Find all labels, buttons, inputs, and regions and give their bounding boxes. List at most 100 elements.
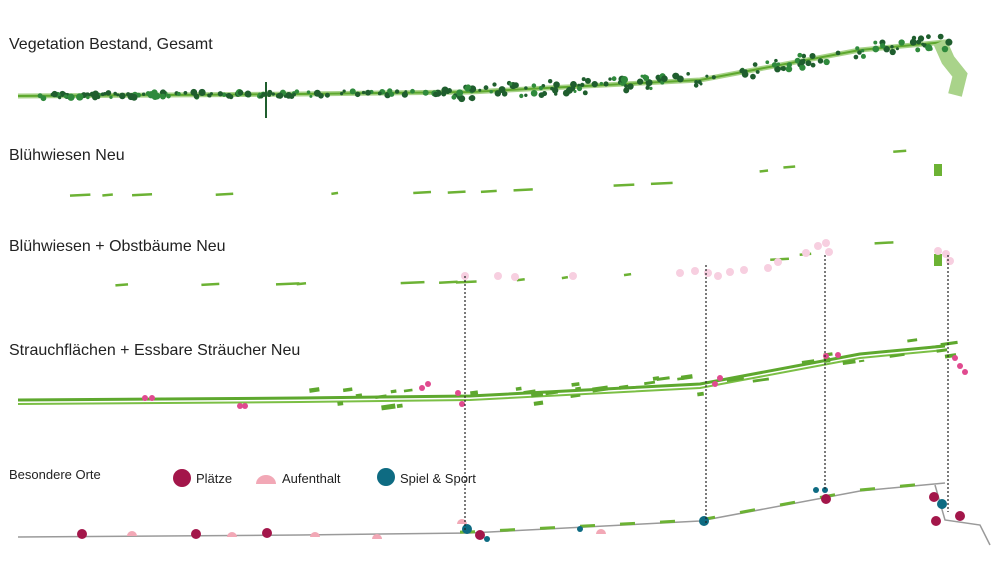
tree — [377, 91, 382, 96]
fruit-tree — [946, 257, 954, 265]
tree — [883, 45, 890, 53]
shrub-patch — [619, 384, 629, 390]
tree — [531, 83, 537, 88]
tree — [898, 39, 905, 46]
play-area — [462, 524, 472, 534]
tree — [40, 95, 47, 102]
play-area — [822, 487, 828, 493]
legend-label: Aufenthalt — [282, 471, 341, 486]
tree — [765, 60, 770, 65]
tree — [581, 77, 586, 82]
tree — [141, 92, 146, 96]
tree — [401, 91, 408, 98]
tree — [823, 58, 830, 66]
section-title: Blühwiesen + Obstbäume Neu — [9, 238, 226, 255]
tree — [159, 93, 166, 100]
tree — [145, 91, 151, 96]
tree — [198, 88, 206, 97]
path-line — [17, 482, 946, 538]
tree — [582, 90, 588, 96]
tree — [51, 90, 58, 98]
shrub-patch — [470, 390, 479, 397]
tree — [176, 91, 181, 96]
tree — [686, 72, 690, 76]
meadow — [102, 193, 113, 197]
tree — [805, 60, 812, 67]
meadow — [934, 164, 942, 176]
meadow — [613, 183, 635, 187]
meadow — [893, 149, 907, 154]
shrub-patch — [592, 385, 609, 393]
tree — [130, 93, 138, 101]
tree — [530, 89, 538, 97]
shrub-strip — [17, 349, 946, 405]
tree — [58, 96, 62, 100]
tree — [109, 95, 113, 99]
tree — [676, 75, 684, 83]
tree — [853, 54, 859, 60]
green-segment — [499, 528, 516, 532]
legend-marker — [256, 475, 276, 484]
tree — [86, 95, 90, 100]
shrub-patch — [533, 400, 544, 406]
tree — [570, 80, 577, 88]
fruit-tree — [726, 268, 734, 276]
tree — [389, 91, 395, 97]
shrub-patch — [309, 387, 320, 393]
tree — [501, 91, 508, 97]
tree — [410, 88, 415, 94]
tree — [309, 94, 313, 98]
tree — [261, 92, 266, 97]
tree — [166, 93, 171, 99]
tree — [693, 83, 699, 88]
tree — [271, 92, 275, 96]
tree — [221, 92, 227, 97]
tree — [283, 94, 287, 98]
edible-shrub — [823, 353, 829, 359]
meadow — [215, 192, 234, 196]
tree — [342, 89, 346, 93]
tree — [661, 75, 668, 82]
tree — [817, 58, 824, 64]
place — [475, 530, 485, 540]
tree — [785, 65, 793, 73]
tree — [306, 90, 311, 94]
meadow — [439, 280, 458, 284]
tree — [552, 87, 559, 94]
tree — [649, 86, 653, 91]
tree — [422, 89, 429, 96]
meadow — [480, 189, 497, 194]
tree — [611, 76, 617, 82]
shrub-patch — [575, 386, 582, 391]
tree — [100, 92, 105, 97]
edible-shrub — [425, 381, 431, 387]
place — [77, 529, 87, 539]
shrub-patch — [644, 380, 656, 386]
meadow — [447, 190, 466, 194]
meadow — [650, 181, 673, 186]
tree — [538, 86, 544, 91]
meadow — [400, 280, 425, 285]
tree — [562, 89, 570, 97]
fruit-tree — [764, 264, 772, 272]
tree — [509, 82, 513, 86]
tree — [580, 82, 585, 88]
tree — [63, 94, 68, 99]
tree — [623, 87, 630, 94]
fruit-tree — [740, 266, 748, 274]
tree — [890, 45, 894, 49]
tree — [636, 78, 644, 85]
shrub-patch — [390, 389, 397, 394]
legend-label: Spiel & Sport — [400, 471, 476, 486]
meadow — [413, 190, 432, 195]
tree — [752, 62, 758, 67]
tree — [928, 46, 933, 51]
tree — [694, 79, 699, 85]
tree — [584, 77, 591, 84]
tree — [183, 90, 188, 95]
edible-shrub — [242, 403, 248, 409]
tree — [151, 89, 158, 96]
tree — [941, 45, 949, 53]
shrub-strip — [17, 344, 946, 402]
